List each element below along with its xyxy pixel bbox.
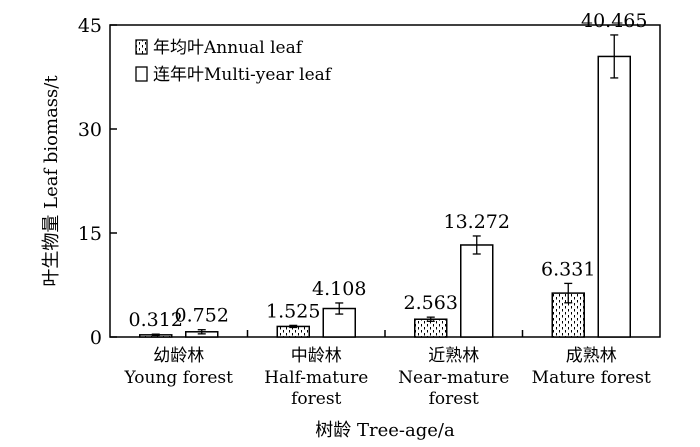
data-label: 2.563: [404, 292, 458, 314]
data-label: 0.752: [175, 305, 229, 327]
x-category-label-en: Mature forest: [532, 368, 651, 388]
bars-layer: 0.312 1.525 2.563 6.331 0.752 4.108 13.272 40.4…: [129, 10, 647, 338]
x-category-label: 成熟林: [566, 345, 617, 366]
y-axis: 0 15 30 45: [78, 15, 117, 349]
x-category-label-en: Near-mature: [398, 368, 509, 388]
y-tick-label: 30: [78, 119, 102, 141]
bar-multi-year-leaf: [322, 307, 356, 338]
legend-label: 年均叶Annual leaf: [153, 38, 304, 58]
bar-multi-year-leaf: [597, 55, 631, 338]
legend-label: 连年叶Multi-year leaf: [153, 65, 333, 85]
y-axis-title: 叶生物量 Leaf biomass/t: [41, 75, 62, 287]
y-tick-label: 45: [78, 15, 102, 37]
data-label: 40.465: [581, 10, 647, 32]
legend: 年均叶Annual leaf 连年叶Multi-year leaf: [135, 38, 333, 85]
x-category-label: 近熟林: [428, 345, 479, 366]
data-label: 4.108: [312, 278, 366, 300]
data-label: 13.272: [444, 211, 510, 233]
x-category-label: 幼龄林: [153, 346, 204, 366]
legend-swatch-multi-year-leaf: [135, 66, 148, 82]
x-category-label-en: Young forest: [124, 368, 234, 388]
x-category-label: 中龄林: [291, 346, 342, 366]
data-label: 0.312: [129, 309, 183, 331]
data-label: 1.525: [266, 300, 320, 322]
x-category-label-en: forest: [429, 389, 479, 409]
legend-swatch-annual-leaf: [135, 39, 148, 55]
bar-multi-year-leaf: [460, 244, 494, 338]
x-category-label-en: forest: [291, 389, 341, 409]
y-tick-label: 15: [78, 223, 102, 245]
x-axis-title: 树龄 Tree-age/a: [315, 420, 455, 441]
x-category-label-en: Half-mature: [264, 368, 368, 388]
data-label: 6.331: [541, 258, 595, 280]
y-tick-label: 0: [90, 327, 102, 349]
